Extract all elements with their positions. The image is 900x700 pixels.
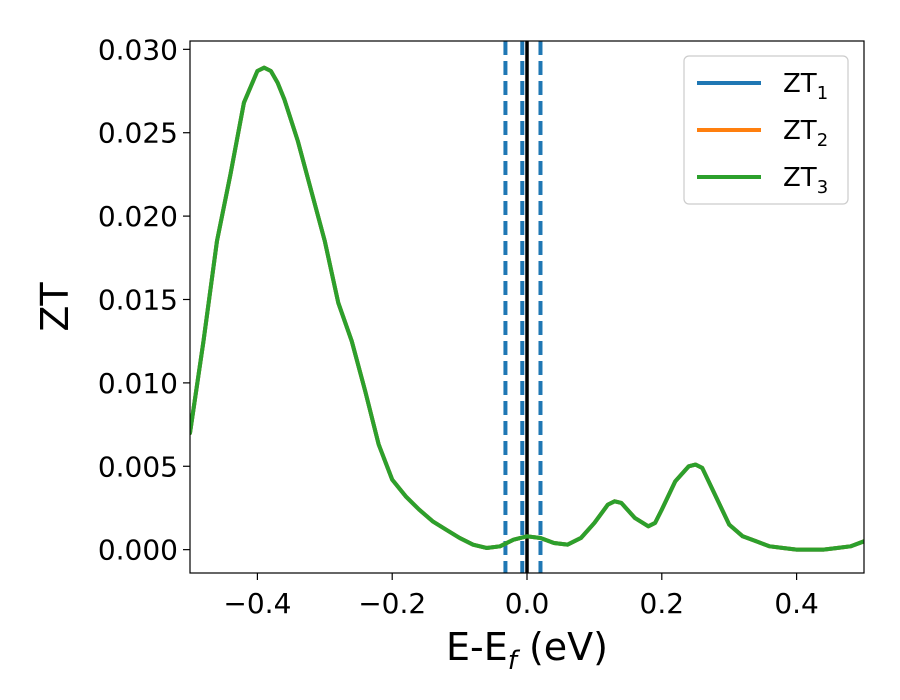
x-axis-label-rest: (eV) bbox=[517, 625, 608, 669]
x-axis-label-main: E-E bbox=[446, 625, 508, 669]
x-tick-label: −0.2 bbox=[358, 587, 426, 620]
legend-label-zt1: ZT1 bbox=[783, 69, 828, 104]
legend-label-zt2: ZT2 bbox=[783, 116, 828, 151]
x-tick-label: 0.2 bbox=[640, 587, 685, 620]
y-tick-label: 0.025 bbox=[98, 117, 178, 150]
y-tick-label: 0.030 bbox=[98, 33, 178, 66]
y-tick-label: 0.020 bbox=[98, 200, 178, 233]
fermi-level-lines bbox=[503, 41, 543, 573]
x-axis-label: E-Ef (eV) bbox=[446, 625, 608, 676]
y-tick-label: 0.005 bbox=[98, 450, 178, 483]
x-axis: −0.4 −0.2 0.0 0.2 0.4 bbox=[223, 573, 819, 620]
y-tick-label: 0.015 bbox=[98, 283, 178, 316]
x-tick-label: −0.4 bbox=[223, 587, 291, 620]
y-tick-label: 0.000 bbox=[98, 534, 178, 567]
y-axis-label: ZT bbox=[33, 282, 77, 332]
x-tick-label: 0.4 bbox=[774, 587, 819, 620]
y-tick-label: 0.010 bbox=[98, 367, 178, 400]
legend: ZT1 ZT2 ZT3 bbox=[683, 55, 849, 205]
series-line-zt3 bbox=[190, 65, 864, 552]
series-lines bbox=[190, 65, 864, 552]
legend-box bbox=[683, 55, 849, 205]
y-axis: 0.000 0.005 0.010 0.015 0.020 0.025 0.030 bbox=[98, 33, 190, 567]
x-tick-label: 0.0 bbox=[505, 587, 550, 620]
legend-label-zt3: ZT3 bbox=[783, 163, 828, 198]
